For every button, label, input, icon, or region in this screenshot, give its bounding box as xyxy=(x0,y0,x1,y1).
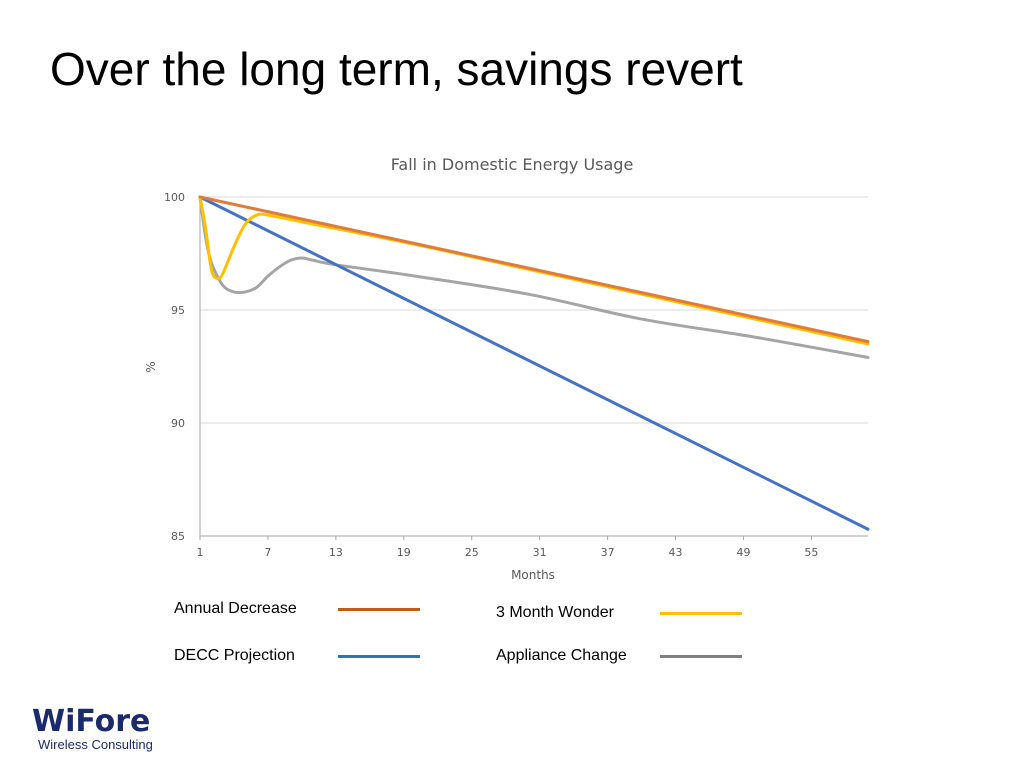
y-tick-label: 85 xyxy=(171,530,185,543)
x-tick-label: 37 xyxy=(601,546,615,559)
x-tick-label: 31 xyxy=(533,546,547,559)
x-tick-label: 49 xyxy=(736,546,750,559)
x-tick-label: 13 xyxy=(329,546,343,559)
chart-title: Fall in Domestic Energy Usage xyxy=(391,155,634,174)
legend-swatch-appliance-change xyxy=(660,655,742,658)
y-tick-label: 90 xyxy=(171,417,185,430)
legend-swatch-annual-decrease xyxy=(338,608,420,611)
x-tick-label: 7 xyxy=(264,546,271,559)
legend-label-decc-projection: DECC Projection xyxy=(174,647,295,664)
legend-swatch-decc-projection xyxy=(338,655,420,658)
series-line-decc-projection xyxy=(198,195,870,531)
wifore-logo: WiFore Wireless Consulting xyxy=(32,706,153,752)
x-tick-label: 55 xyxy=(804,546,818,559)
legend-swatch-3-month-wonder xyxy=(660,612,742,615)
y-tick-label: 95 xyxy=(171,304,185,317)
axes xyxy=(199,197,868,540)
legend-label-annual-decrease: Annual Decrease xyxy=(174,600,297,617)
slide-title: Over the long term, savings revert xyxy=(50,43,743,95)
y-tick-label: 100 xyxy=(164,191,185,204)
legend-label-3-month-wonder: 3 Month Wonder xyxy=(496,604,614,621)
x-tick-label: 1 xyxy=(197,546,204,559)
series-line-appliance-change xyxy=(198,195,870,359)
x-axis-label: Months xyxy=(511,568,555,582)
series-line-annual-decrease xyxy=(198,195,870,344)
y-axis-label: % xyxy=(144,361,158,372)
x-tick-label: 43 xyxy=(669,546,683,559)
x-tick-label: 19 xyxy=(397,546,411,559)
logo-wordmark: WiFore xyxy=(32,704,151,739)
series-lines xyxy=(198,195,870,531)
logo-tagline: Wireless Consulting xyxy=(38,737,153,752)
series-line-3-month-wonder xyxy=(198,195,870,346)
x-tick-label: 25 xyxy=(465,546,479,559)
legend-label-appliance-change: Appliance Change xyxy=(496,647,627,664)
tick-labels: 85 90 95 100 1 7 13 19 25 31 37 43 49 55 xyxy=(164,191,818,559)
